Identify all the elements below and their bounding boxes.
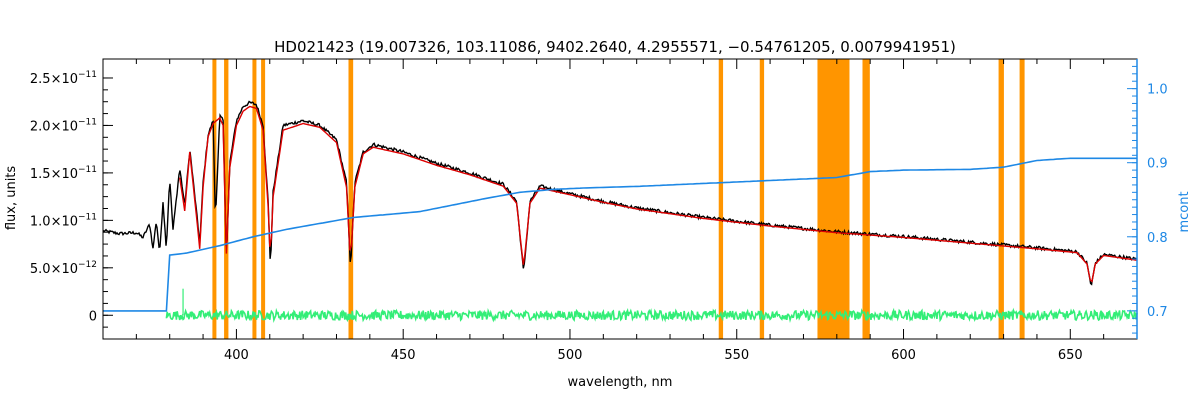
masked-region: [718, 59, 724, 339]
right-axis-label: mcont: [1177, 191, 1192, 232]
y-tick-label: 2.0×10−11: [30, 117, 97, 134]
series-layer: [102, 100, 1138, 323]
y-tick-label: 0: [89, 309, 97, 324]
x-tick-label: 550: [724, 348, 749, 363]
x-tick-label: 650: [1058, 348, 1083, 363]
masked-region: [1019, 59, 1025, 339]
residual-line: [165, 307, 1138, 323]
masked-region: [862, 59, 870, 339]
y-tick-label: 2.5×10−11: [30, 70, 97, 87]
axes: 400 450 500 550 600 650 0 5.0×10−12 1.0×10−11 1.5…: [30, 59, 1168, 363]
continuum-line: [103, 157, 1137, 312]
y-axis-label: flux, units: [4, 166, 19, 231]
x-tick-label: 450: [391, 348, 416, 363]
x-tick-label: 600: [891, 348, 916, 363]
x-axis-label: wavelength, nm: [568, 375, 673, 390]
y-tick-label: 1.0×10−11: [30, 212, 97, 229]
masked-region: [348, 59, 354, 339]
model-spectrum-line: [179, 105, 1138, 283]
y2-tick-label: 0.8: [1147, 231, 1168, 246]
x-tick-label: 500: [558, 348, 583, 363]
y-tick-label: 5.0×10−12: [30, 260, 97, 277]
masked-region: [998, 59, 1004, 339]
masked-region: [252, 59, 257, 339]
masked-region: [224, 59, 229, 339]
masked-region: [817, 59, 850, 339]
y2-tick-label: 1.0: [1147, 83, 1168, 98]
y2-tick-label: 0.9: [1147, 157, 1168, 172]
masked-region: [759, 59, 765, 339]
y2-tick-label: 0.7: [1147, 305, 1168, 320]
y-tick-label: 1.5×10−11: [30, 165, 97, 182]
masked-regions: [212, 59, 1025, 339]
x-tick-label: 400: [224, 348, 249, 363]
masked-region: [261, 59, 266, 339]
observed-spectrum-line: [102, 100, 1138, 286]
plot-frame: [102, 58, 1138, 340]
chart-title: HD021423 (19.007326, 103.11086, 9402.264…: [274, 38, 956, 56]
